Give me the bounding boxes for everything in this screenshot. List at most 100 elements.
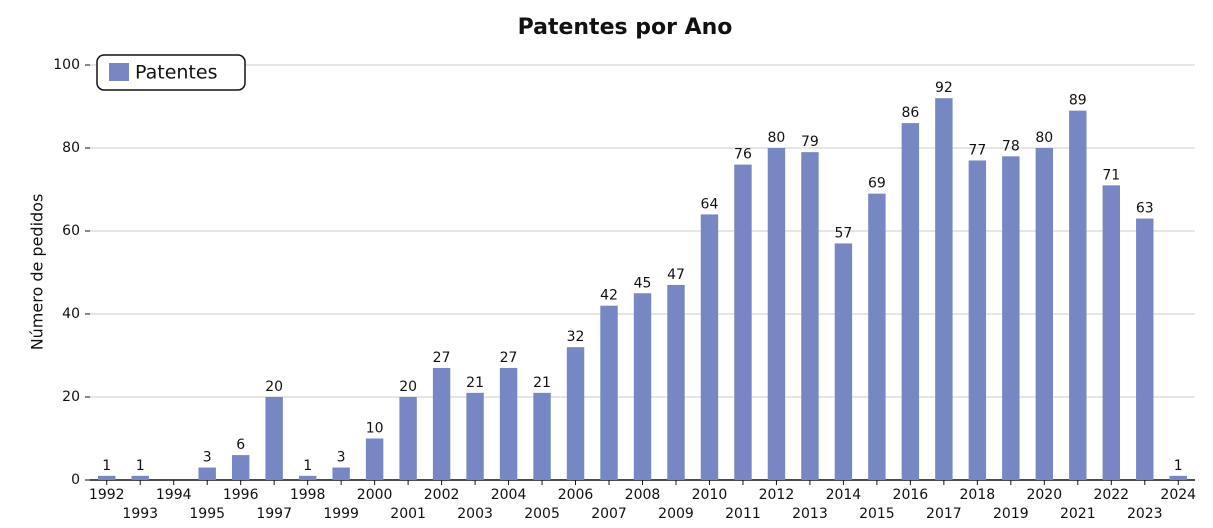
x-tick-label: 2013 [792,506,828,522]
y-tick-label: 40 [62,306,80,322]
data-label: 27 [500,350,518,366]
data-label: 3 [203,450,212,466]
data-label: 69 [868,176,886,192]
data-label: 27 [433,350,451,366]
data-label: 86 [901,105,919,121]
x-tick-label: 2019 [993,506,1029,522]
bar [399,397,417,480]
x-tick-label: 2004 [491,487,527,503]
x-tick-label: 1993 [122,506,158,522]
bar [265,397,283,480]
x-tick-label: 2008 [625,487,661,503]
bar [131,475,149,480]
bar [1102,185,1120,480]
bar [1035,148,1054,480]
x-tick-label: 2010 [692,487,728,503]
bar [767,148,786,480]
bar [1069,110,1087,481]
bar [801,152,819,480]
x-tick-label: 2007 [591,506,627,522]
y-axis-label: Número de pedidos [28,194,47,351]
x-tick-label: 2009 [658,506,694,522]
legend: Patentes [96,54,246,91]
legend-box [96,54,246,91]
x-tick-label: 2021 [1060,506,1096,522]
legend-label: Patentes [135,62,217,84]
data-label: 21 [466,375,484,391]
data-label: 63 [1136,201,1154,217]
y-tick-label: 80 [62,140,80,156]
x-tick-label: 2024 [1160,487,1196,503]
data-label: 80 [768,130,786,146]
data-label: 77 [968,142,986,158]
y-tick-label: 100 [53,57,80,73]
data-label: 79 [801,134,819,150]
x-tick-label: 2005 [524,506,560,522]
bar [198,467,216,480]
bar [1136,218,1154,481]
data-label: 71 [1102,167,1120,183]
x-tick-label: 1992 [89,487,125,503]
bar [868,193,886,480]
x-tick-label: 2001 [390,506,426,522]
bar [566,347,585,480]
x-tick-label: 2012 [759,487,795,503]
bar [98,475,116,480]
x-tick-label: 1999 [323,506,359,522]
bar [231,455,250,480]
bar [935,98,953,480]
data-label: 57 [834,225,852,241]
bar [533,392,551,480]
x-tick-label: 2014 [826,487,862,503]
y-tick-label: 60 [62,223,80,239]
bar [968,160,987,480]
bar [700,214,719,480]
bar [1002,156,1020,481]
bar [332,467,350,480]
data-label: 1 [102,458,111,474]
data-label: 1 [136,458,145,474]
bar [633,293,652,480]
x-tick-label: 2022 [1093,487,1129,503]
bar [600,305,618,480]
x-tick-label: 1995 [189,506,225,522]
data-label: 1 [303,458,312,474]
data-label: 47 [667,267,685,283]
x-tick-label: 2015 [859,506,895,522]
x-tick-label: 2020 [1026,487,1062,503]
data-label: 21 [533,375,551,391]
bar [901,123,920,480]
bar [734,164,752,480]
data-label: 92 [935,80,953,96]
bar [834,243,853,480]
x-tick-label: 2023 [1127,506,1163,522]
x-tick-label: 1997 [256,506,292,522]
bar [667,284,685,480]
data-label: 6 [236,437,245,453]
x-tick-label: 1998 [290,487,326,503]
data-label: 80 [1035,130,1053,146]
data-label: 76 [734,147,752,163]
legend-swatch [109,63,129,81]
x-tick-label: 2016 [893,487,929,503]
data-label: 1 [1174,458,1183,474]
x-tick-label: 2011 [725,506,761,522]
bar [432,367,451,480]
bar [499,367,518,480]
x-tick-label: 1996 [223,487,259,503]
x-tick-label: 2006 [558,487,594,503]
data-label: 64 [701,196,719,212]
data-label: 45 [634,275,652,291]
x-tick-label: 2018 [960,487,996,503]
data-label: 78 [1002,138,1020,154]
y-tick-label: 20 [62,389,80,405]
data-label: 20 [399,379,417,395]
x-tick-label: 2002 [424,487,460,503]
bar [466,392,484,480]
data-label: 89 [1069,93,1087,109]
y-tick-label: 0 [71,472,80,488]
x-tick-label: 2000 [357,487,393,503]
bar [298,475,317,480]
x-tick-label: 1994 [156,487,192,503]
